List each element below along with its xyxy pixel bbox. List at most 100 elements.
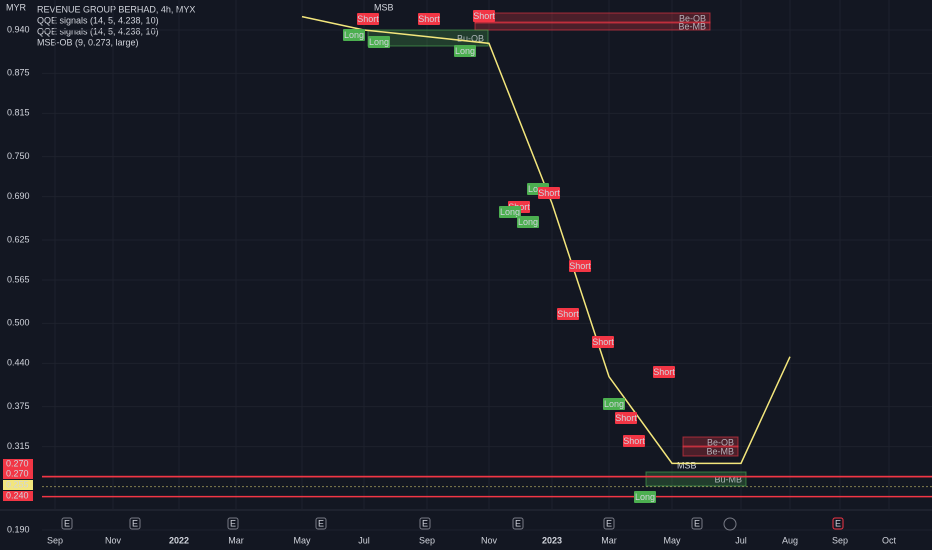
earnings-marker [512, 517, 524, 530]
signal-badge [557, 308, 579, 320]
earnings-label: E [318, 518, 324, 528]
signal-badge [499, 206, 521, 218]
signal-label: Short [592, 337, 614, 347]
x-tick-label: May [663, 535, 681, 545]
signal-badge [473, 10, 495, 22]
earnings-marker [315, 517, 327, 530]
earnings-label: E [515, 518, 521, 528]
signal-label: Long [635, 492, 655, 502]
x-tick-label: Mar [601, 535, 617, 545]
indicator-label: MSB-OB (9, 0.273, large) [37, 37, 139, 47]
y-tick-label: 0.190 [7, 524, 30, 534]
msb-label: MSB [677, 460, 697, 470]
dividend-marker [723, 517, 737, 531]
y-tick-label: 0.940 [7, 24, 30, 34]
y-tick-label: 0.500 [7, 318, 30, 328]
price-level-label: 0.270 [6, 458, 29, 468]
price-level-badge [3, 459, 33, 469]
x-tick-label: Oct [882, 535, 897, 545]
earnings-label: E [64, 518, 70, 528]
x-tick-label: 2023 [542, 535, 562, 545]
signal-label: Short [623, 436, 645, 446]
earnings-label: E [230, 518, 236, 528]
signal-label: Short [473, 11, 495, 21]
earnings-marker [832, 517, 844, 530]
price-level-badge [3, 491, 33, 501]
signal-badge [592, 336, 614, 348]
zone [645, 471, 747, 487]
x-tick-label: Mar [228, 535, 244, 545]
earnings-label: E [606, 518, 612, 528]
earnings-marker [603, 517, 615, 530]
y-tick-label: 0.875 [7, 68, 30, 78]
signal-badge [357, 13, 379, 25]
signal-badge [538, 187, 560, 199]
zone-label: Be-MB [706, 446, 734, 456]
signal-label: Short [569, 261, 591, 271]
earnings-marker [227, 517, 239, 530]
earnings-marker [691, 517, 703, 530]
signal-label: Short [615, 413, 637, 423]
price-level-badge [3, 469, 33, 479]
signal-badge [634, 491, 656, 503]
earnings-label: E [694, 518, 700, 528]
zone-label: Be-OB [679, 13, 706, 23]
axis-unit: MYR [6, 2, 27, 12]
signal-badge [517, 216, 539, 228]
x-tick-label: Sep [47, 535, 63, 545]
signal-badge [569, 260, 591, 272]
chart-title: REVENUE GROUP BERHAD, 4h, MYX [37, 4, 195, 14]
y-tick-label: 0.565 [7, 274, 30, 284]
x-tick-label: Jul [358, 535, 370, 545]
x-tick-label: Nov [105, 535, 122, 545]
signal-label: Long [604, 399, 624, 409]
y-tick-label: 0.375 [7, 401, 30, 411]
x-tick-label: May [293, 535, 311, 545]
earnings-label: E [422, 518, 428, 528]
earnings-marker [129, 517, 141, 530]
signal-badge [454, 45, 476, 57]
signal-label: Short [538, 188, 560, 198]
y-tick-label: 0.440 [7, 358, 30, 368]
x-tick-label: Sep [419, 535, 435, 545]
signal-label: Short [418, 14, 440, 24]
earnings-label: E [132, 518, 138, 528]
price-line [301, 15, 791, 465]
price-level-label: 0.270 [6, 468, 29, 478]
signal-label: Short [357, 14, 379, 24]
y-tick-label: 0.750 [7, 151, 30, 161]
x-tick-label: Nov [481, 535, 498, 545]
x-tick-label: Jul [735, 535, 747, 545]
zone-label: Be-OB [707, 437, 734, 447]
signal-badge [623, 435, 645, 447]
signal-label: Long [455, 46, 475, 56]
signal-label: Long [518, 217, 538, 227]
x-tick-label: Aug [782, 535, 798, 545]
x-tick-label: 2022 [169, 535, 189, 545]
indicator-label: QQE signals (14, 5, 4.238, 10) [37, 26, 159, 36]
zone-label: Bu-MB [714, 474, 742, 484]
signal-label: Long [500, 207, 520, 217]
y-tick-label: 0.315 [7, 441, 30, 451]
signal-label: Long [369, 37, 389, 47]
y-tick-label: 0.625 [7, 234, 30, 244]
signal-badge [615, 412, 637, 424]
signal-badge [418, 13, 440, 25]
signal-label: Short [557, 309, 579, 319]
indicator-label: QQE signals (14, 5, 4.238, 10) [37, 15, 159, 25]
zone-label: Be-MB [678, 21, 706, 31]
zone [682, 436, 739, 448]
signal-label: Long [344, 30, 364, 40]
earnings-marker [419, 517, 431, 530]
signal-badge [653, 366, 675, 378]
price-level-label: 0.240 [6, 490, 29, 500]
y-tick-label: 0.815 [7, 108, 30, 118]
earnings-marker [61, 517, 73, 530]
zone [474, 21, 711, 31]
msb-label: MSB [374, 2, 394, 12]
price-level-badge [3, 480, 33, 490]
y-tick-label: 0.690 [7, 191, 30, 201]
zone-label: Bu-OB [457, 33, 484, 43]
